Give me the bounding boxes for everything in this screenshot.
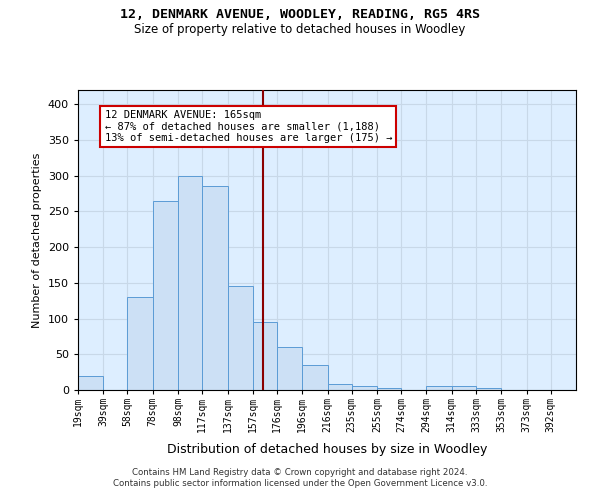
- Text: 12 DENMARK AVENUE: 165sqm
← 87% of detached houses are smaller (1,188)
13% of se: 12 DENMARK AVENUE: 165sqm ← 87% of detac…: [104, 110, 392, 143]
- Bar: [302, 365, 328, 390]
- Bar: [178, 176, 202, 390]
- Text: Size of property relative to detached houses in Woodley: Size of property relative to detached ho…: [134, 22, 466, 36]
- Bar: [127, 297, 153, 390]
- Bar: [377, 388, 401, 390]
- Bar: [452, 386, 476, 390]
- Bar: [253, 322, 277, 390]
- Text: Contains HM Land Registry data © Crown copyright and database right 2024.
Contai: Contains HM Land Registry data © Crown c…: [113, 468, 487, 487]
- Bar: [202, 186, 227, 390]
- Bar: [78, 376, 103, 390]
- Bar: [476, 388, 501, 390]
- Bar: [277, 347, 302, 390]
- Bar: [427, 386, 452, 390]
- Bar: [328, 384, 352, 390]
- Text: Distribution of detached houses by size in Woodley: Distribution of detached houses by size …: [167, 442, 487, 456]
- Bar: [227, 286, 253, 390]
- Y-axis label: Number of detached properties: Number of detached properties: [32, 152, 42, 328]
- Bar: [153, 200, 178, 390]
- Bar: [352, 386, 377, 390]
- Text: 12, DENMARK AVENUE, WOODLEY, READING, RG5 4RS: 12, DENMARK AVENUE, WOODLEY, READING, RG…: [120, 8, 480, 20]
